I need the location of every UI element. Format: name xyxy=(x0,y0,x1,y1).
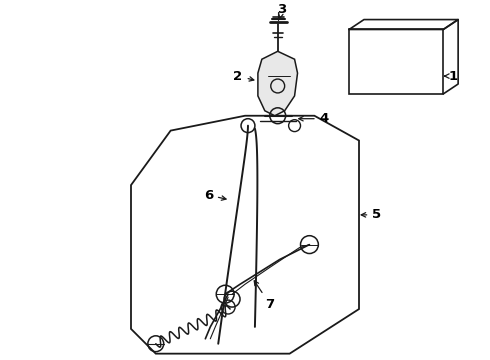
Text: 6: 6 xyxy=(204,189,226,202)
Polygon shape xyxy=(131,116,359,354)
Text: 3: 3 xyxy=(277,3,286,19)
Text: 4: 4 xyxy=(299,112,329,125)
Text: 1: 1 xyxy=(444,69,458,82)
Text: 2: 2 xyxy=(234,69,254,82)
Text: 5: 5 xyxy=(361,208,381,221)
Bar xyxy=(349,30,443,94)
Polygon shape xyxy=(258,51,297,116)
Text: 7: 7 xyxy=(254,281,274,311)
